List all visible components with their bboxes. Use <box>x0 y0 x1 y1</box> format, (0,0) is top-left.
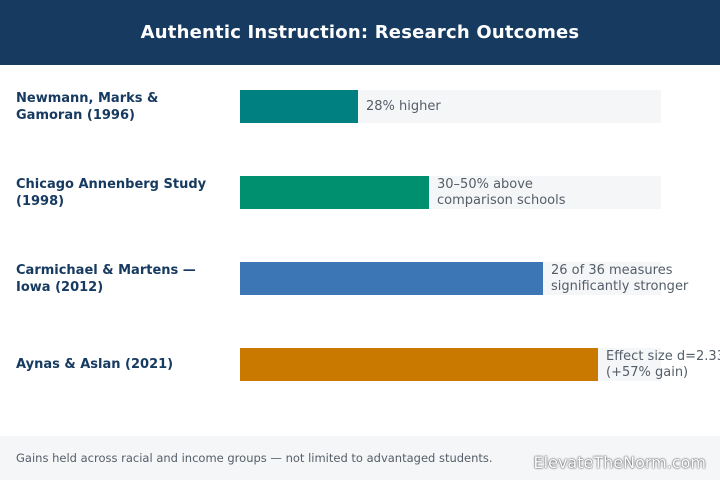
footer-note: Gains held across racial and income grou… <box>16 451 493 465</box>
bar-track: Effect size d=2.33 (+57% gain) <box>240 348 720 381</box>
value-label: 28% higher <box>366 90 441 123</box>
chart-header: Authentic Instruction: Research Outcomes <box>0 0 720 65</box>
value-label-line: 26 of 36 measures <box>551 262 673 278</box>
value-label-line: (+57% gain) <box>606 364 689 380</box>
value-label-line: Effect size d=2.33 <box>606 348 720 364</box>
category-label: Chicago Annenberg Study (1998) <box>16 176 207 209</box>
bar <box>240 176 429 209</box>
value-label: 30–50% above comparison schools <box>437 176 566 209</box>
bar-track: 28% higher <box>240 90 661 123</box>
value-label: 26 of 36 measures significantly stronger <box>551 262 688 295</box>
bar <box>240 90 358 123</box>
watermark: ElevateTheNorm.com <box>533 453 706 472</box>
bar <box>240 348 598 381</box>
bar <box>240 262 543 295</box>
bar-row: Chicago Annenberg Study (1998) 30–50% abo… <box>0 166 720 226</box>
bar-row: Aynas & Aslan (2021) Effect size d=2.33 (+… <box>0 338 720 398</box>
value-label-line: 30–50% above <box>437 176 533 192</box>
value-label-line: comparison schools <box>437 192 566 208</box>
value-label-line: 28% higher <box>366 98 441 114</box>
chart-title: Authentic Instruction: Research Outcomes <box>140 22 580 43</box>
category-label: Aynas & Aslan (2021) <box>16 357 174 372</box>
chart-footer: Gains held across racial and income grou… <box>0 436 720 480</box>
category-label: Newmann, Marks & Gamoran (1996) <box>16 90 159 123</box>
value-label: Effect size d=2.33 (+57% gain) <box>606 348 720 381</box>
value-label-line: significantly stronger <box>551 278 689 294</box>
bar-row: Newmann, Marks & Gamoran (1996) 28% highe… <box>0 80 720 140</box>
bar-track: 26 of 36 measures significantly stronger <box>240 262 688 295</box>
bar-row: Carmichael & Martens — Iowa (2012) 26 of … <box>0 252 720 312</box>
bar-track: 30–50% above comparison schools <box>240 176 661 209</box>
category-label: Carmichael & Martens — Iowa (2012) <box>16 262 196 295</box>
